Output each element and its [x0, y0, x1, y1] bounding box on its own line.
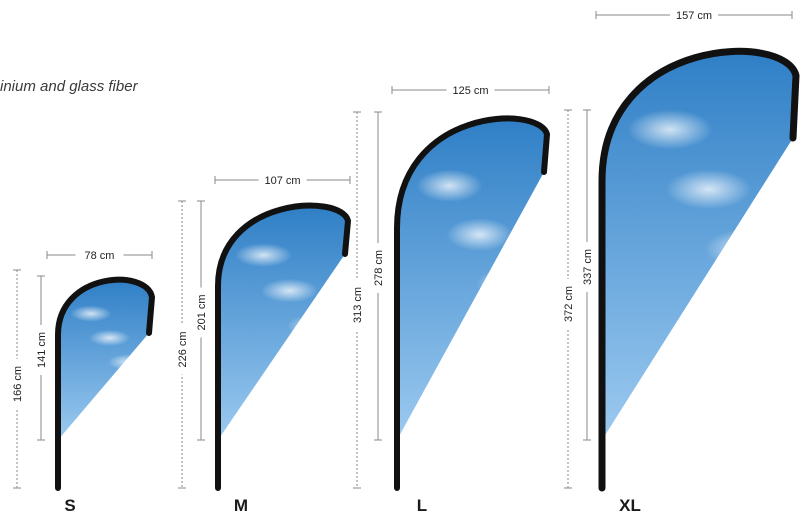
cloud: [446, 218, 513, 251]
total-height-bg: [10, 359, 24, 409]
sail-height-bg: [371, 243, 385, 293]
sail-height-label: 201 cm: [196, 294, 208, 330]
width-label: 78 cm: [85, 250, 115, 262]
size-label: S: [64, 496, 75, 515]
cloud: [286, 314, 345, 339]
sail-height-label: 141 cm: [36, 332, 48, 368]
cloud: [666, 169, 752, 210]
width-label-bg: [258, 172, 307, 186]
total-height-label: 166 cm: [12, 366, 24, 402]
width-label-bg: [670, 7, 718, 21]
cloud: [627, 109, 713, 150]
flag-sail: [602, 51, 796, 440]
size-label: XL: [619, 496, 641, 515]
sail-height-bg: [34, 325, 48, 375]
sail-height-label: 337 cm: [582, 249, 594, 285]
total-height-bg: [175, 324, 189, 375]
size-label: L: [417, 496, 427, 515]
width-label-bg: [446, 82, 495, 96]
flag-l: [350, 82, 551, 491]
cloud: [476, 267, 543, 300]
total-height-label: 372 cm: [563, 286, 575, 322]
flag-pole: [394, 115, 551, 491]
size-label: M: [234, 496, 248, 515]
cloud: [89, 329, 131, 347]
cloud: [107, 354, 150, 371]
flag-pole: [215, 202, 352, 491]
sail-height-label: 278 cm: [373, 250, 385, 286]
cloud: [260, 278, 319, 303]
cloud: [416, 169, 483, 203]
cloud: [234, 243, 293, 267]
sail-height-bg: [194, 287, 208, 338]
total-height-bg: [350, 280, 364, 330]
total-height-label: 226 cm: [177, 331, 189, 367]
total-height-label: 313 cm: [352, 287, 364, 323]
flag-m: [175, 172, 352, 491]
caption: inium and glass fiber: [0, 78, 138, 95]
total-height-bg: [561, 279, 575, 329]
cloud: [70, 305, 112, 322]
flag-s: [10, 247, 156, 491]
width-label: 157 cm: [676, 10, 712, 22]
width-label: 125 cm: [452, 85, 488, 97]
flag-pole: [55, 276, 156, 491]
cloud: [704, 229, 791, 269]
width-label-bg: [75, 247, 124, 261]
sail-height-bg: [580, 242, 594, 292]
flag-xl: [561, 7, 800, 492]
flag-pole: [598, 47, 800, 492]
width-label: 107 cm: [264, 175, 300, 187]
